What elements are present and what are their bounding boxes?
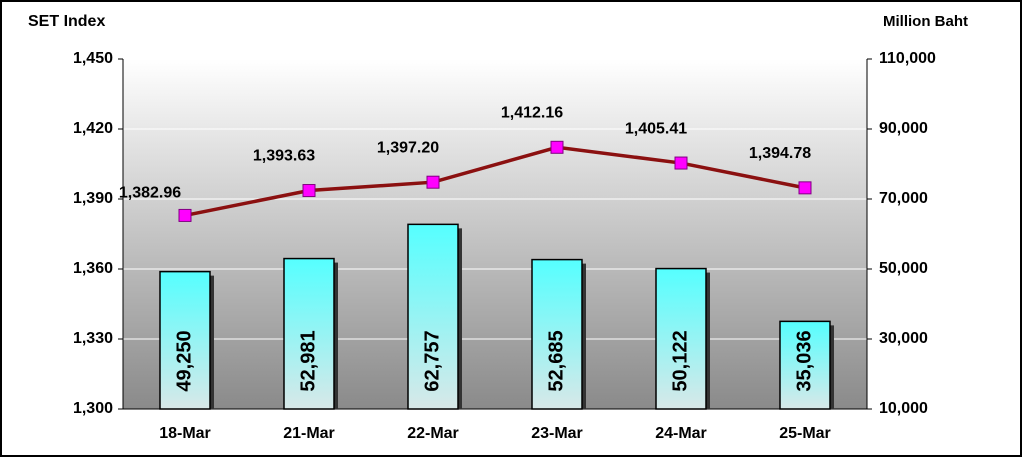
marker (674, 156, 688, 170)
bar (655, 267, 707, 410)
marker (178, 208, 192, 222)
bar-value-label: 35,036 (793, 330, 815, 391)
y2-tick-label: 90,000 (879, 120, 928, 137)
line-value-label: 1,394.78 (749, 145, 811, 162)
y2-tick-label: 70,000 (879, 190, 928, 207)
bar-value-label: 50,122 (669, 330, 691, 391)
x-tick-label: 25-Mar (779, 425, 831, 442)
x-tick-label: 23-Mar (531, 425, 583, 442)
y2-tick-label: 50,000 (879, 260, 928, 277)
line-value-label: 1,412.16 (501, 105, 563, 122)
line (184, 145, 806, 218)
x-tick-label: 22-Mar (407, 425, 459, 442)
y2-axis-title: Million Baht (883, 13, 968, 30)
y-tick-label: 1,300 (73, 400, 113, 417)
y-tick-label: 1,360 (73, 260, 113, 277)
y2-tick-label: 110,000 (879, 50, 936, 67)
x-tick-label: 24-Mar (655, 425, 707, 442)
x-tick-label: 18-Mar (159, 425, 211, 442)
bar (531, 258, 583, 410)
bar (283, 257, 335, 410)
line-value-label: 1,397.20 (377, 139, 439, 156)
bar (407, 223, 459, 410)
line-value-label: 1,382.96 (119, 185, 181, 202)
bar-value-label: 62,757 (421, 330, 443, 391)
line-value-label: 1,393.63 (253, 148, 315, 165)
bar (779, 320, 831, 410)
y-tick-label: 1,450 (73, 50, 113, 67)
y2-tick-label: 30,000 (879, 330, 928, 347)
y-tick-label: 1,390 (73, 190, 113, 207)
bar-value-label: 52,685 (545, 330, 567, 391)
line-value-label: 1,405.41 (625, 120, 687, 137)
y-tick-label: 1,420 (73, 120, 113, 137)
marker (426, 175, 440, 189)
y2-tick-label: 10,000 (879, 400, 928, 417)
bar (159, 270, 211, 410)
marker (302, 184, 316, 198)
y-axis-title: SET Index (28, 13, 105, 30)
marker (798, 181, 812, 195)
x-tick-label: 21-Mar (283, 425, 335, 442)
marker (550, 140, 564, 154)
plot-area (123, 59, 867, 409)
y-tick-label: 1,330 (73, 330, 113, 347)
bar-value-label: 49,250 (173, 330, 195, 391)
bar-value-label: 52,981 (297, 330, 319, 391)
